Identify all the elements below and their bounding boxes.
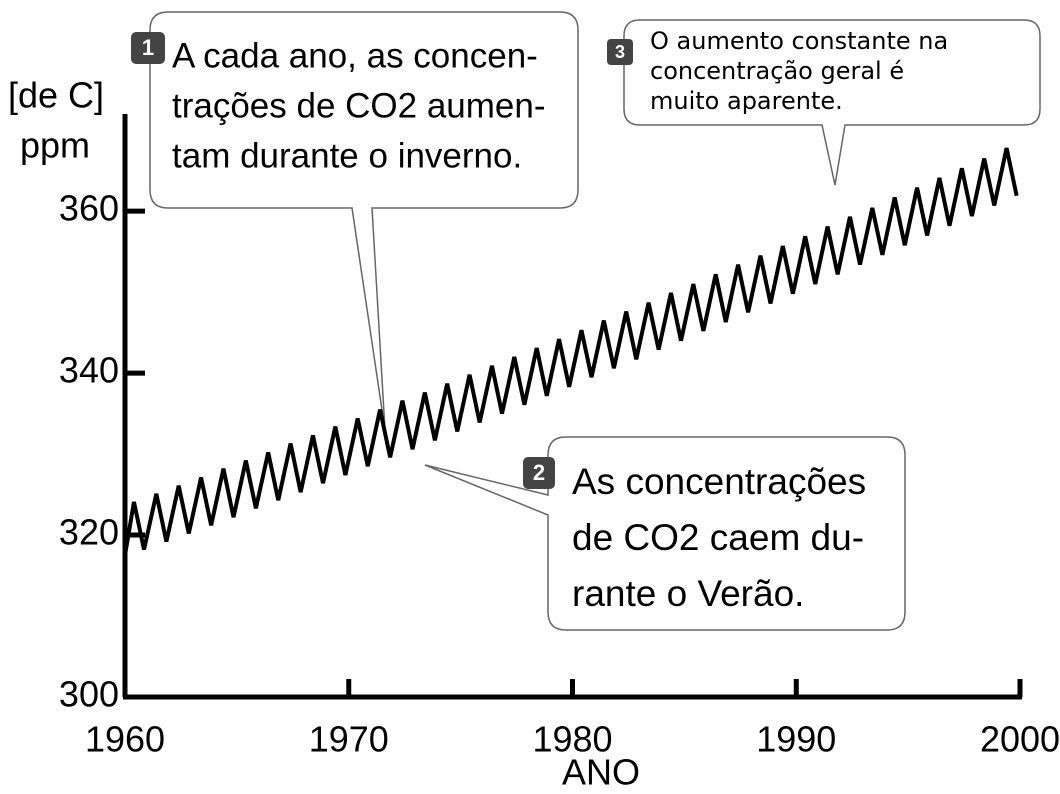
- data-line: [123, 147, 1019, 556]
- x-tick-label: 1970: [309, 719, 389, 760]
- x-tick-label: 1990: [756, 719, 836, 760]
- x-tick-label: 2000: [980, 719, 1060, 760]
- y-tick-label: 320: [59, 512, 119, 553]
- annotation-line: A cada ano, as concen-: [172, 36, 538, 75]
- y-axis-label: ppm: [20, 125, 90, 166]
- annotation-line: As concentrações: [572, 461, 866, 502]
- annotation-line: rante o Verão.: [572, 573, 804, 614]
- callout-box: [623, 19, 1041, 186]
- annotation-line: concentração geral é: [650, 57, 904, 85]
- annotation-line: tam durante o inverno.: [172, 136, 522, 175]
- y-tick-label: 300: [59, 674, 119, 715]
- y-tick-label: 340: [59, 350, 119, 391]
- callout-box: [149, 11, 579, 431]
- badge: [131, 32, 165, 64]
- badge: [607, 39, 633, 65]
- y-axis-label: [de C]: [8, 75, 104, 116]
- badge: [523, 457, 555, 489]
- callout-box: [424, 436, 906, 631]
- annotation-line: trações de CO2 aumen-: [172, 86, 546, 125]
- annotation-line: muito aparente.: [650, 87, 843, 115]
- y-tick-label: 360: [59, 188, 119, 229]
- x-tick-label: 1980: [532, 719, 612, 760]
- badge-number: 3: [615, 42, 625, 62]
- x-tick-label: 1960: [85, 719, 165, 760]
- badge-number: 1: [142, 35, 154, 60]
- annotation-line: O aumento constante na: [650, 27, 948, 55]
- x-axis-label: ANO: [562, 752, 640, 793]
- badge-number: 2: [533, 460, 545, 485]
- annotation-line: de CO2 caem du-: [572, 517, 864, 558]
